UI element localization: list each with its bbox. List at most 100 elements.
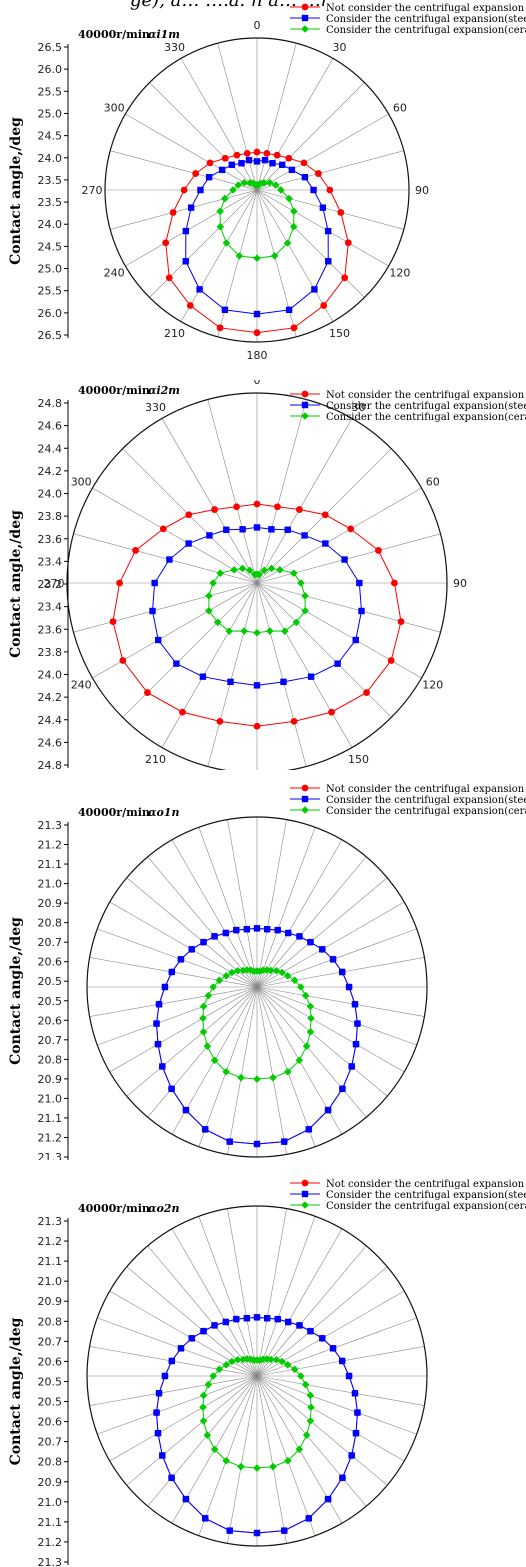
data-point-14 (339, 1474, 346, 1481)
data-point-22 (168, 1474, 175, 1481)
radial-tick-label: 24.6 (38, 736, 63, 749)
data-point-13 (221, 306, 229, 314)
data-point-18 (116, 579, 123, 587)
data-point-23 (199, 1417, 208, 1425)
grid-spoke (256, 986, 316, 1147)
data-point-1 (255, 1356, 264, 1365)
data-point-22 (223, 526, 230, 533)
data-point-25 (199, 1391, 208, 1400)
data-point-3 (260, 179, 268, 187)
data-point-22 (203, 1431, 212, 1439)
data-point-28 (215, 1365, 224, 1374)
radial-tick-label: 24.6 (38, 420, 63, 433)
data-point-23 (233, 503, 240, 511)
data-point-11 (290, 324, 298, 332)
polar-outer-circle (86, 1205, 428, 1547)
legend-label: Consider the centrifugal expansion(ceram… (326, 412, 526, 423)
grid-spoke (227, 986, 258, 1155)
data-point-16 (284, 1067, 292, 1076)
data-point-20 (159, 525, 167, 533)
data-point-26 (204, 991, 213, 1000)
data-point-19 (237, 1462, 245, 1471)
grid-spoke (256, 582, 441, 633)
data-point-1 (274, 503, 281, 511)
top-text-fragment: ge), a… ….a. n a… …r (130, 0, 330, 11)
data-point-19 (205, 173, 213, 181)
data-point-legend-0 (301, 784, 309, 792)
data-point-11 (270, 252, 279, 260)
data-point-34 (247, 966, 255, 975)
data-point-34 (233, 1315, 240, 1323)
data-point-1 (255, 570, 264, 579)
grid-spoke (256, 1375, 316, 1536)
data-point-6 (278, 1357, 286, 1366)
radial-tick-label: 20.9 (38, 1295, 63, 1308)
data-point-33 (243, 966, 251, 974)
data-point-20 (202, 1126, 209, 1133)
data-point-8 (290, 207, 298, 216)
grid-spoke (149, 82, 258, 191)
data-point-7 (329, 956, 337, 963)
radial-tick-label: 20.6 (38, 1416, 63, 1429)
data-point-12 (307, 1014, 315, 1022)
data-point-21 (228, 161, 236, 169)
radial-tick-label: 23.5 (38, 174, 63, 187)
data-point-12 (352, 1429, 360, 1437)
data-point-4 (265, 178, 274, 187)
data-point-1 (268, 526, 275, 533)
grid-spoke (180, 189, 258, 322)
data-point-26 (155, 1390, 163, 1397)
data-point-14 (196, 286, 203, 293)
data-point-22 (238, 160, 245, 167)
data-point-14 (302, 1042, 311, 1050)
data-point-18 (151, 579, 158, 587)
data-point-legend-1 (301, 1190, 309, 1198)
data-point-3 (278, 161, 286, 169)
radial-tick-label: 21.0 (38, 1092, 63, 1105)
data-point-6 (297, 579, 305, 587)
data-point-22 (203, 1042, 212, 1050)
angle-symbol-label: αo1n (148, 806, 179, 819)
polar-outer-circle (66, 392, 448, 770)
legend-label: Consider the centrifugal expansion(ceram… (326, 25, 526, 36)
legend: Not consider the centrifugal expansionCo… (290, 3, 526, 36)
grid-spoke (161, 418, 258, 584)
radial-tick-label: 21.3 (38, 1556, 63, 1567)
grid-spoke (180, 58, 258, 191)
legend-label: Consider the centrifugal expansion(steel… (326, 401, 526, 412)
data-point-19 (216, 569, 225, 577)
radial-tick-label: 20.6 (38, 1355, 63, 1368)
legend: Not consider the centrifugal expansionCo… (290, 1179, 526, 1212)
radial-tick-label: 23.8 (38, 510, 63, 523)
data-point-21 (210, 1445, 219, 1454)
data-point-34 (233, 926, 240, 934)
grid-spoke (217, 43, 258, 191)
data-point-14 (179, 708, 186, 716)
grid-spoke (97, 1317, 258, 1377)
data-point-7 (337, 209, 345, 216)
data-point-17 (109, 618, 117, 625)
data-point-20 (222, 1067, 230, 1076)
data-point-7 (283, 1361, 292, 1369)
data-point-12 (352, 1040, 360, 1048)
data-point-5 (272, 966, 281, 975)
data-point-23 (250, 570, 259, 579)
legend-label: Consider the centrifugal expansion(steel… (326, 1190, 526, 1201)
data-point-7 (358, 607, 365, 615)
data-point-14 (339, 1085, 346, 1092)
data-point-2 (259, 1355, 267, 1364)
data-point-22 (168, 1085, 175, 1092)
data-point-29 (177, 956, 185, 963)
data-point-4 (322, 540, 329, 547)
angle-tick-label: 330 (164, 41, 185, 54)
data-point-11 (266, 627, 274, 635)
data-point-10 (351, 1390, 359, 1397)
grid-spoke (256, 1216, 316, 1377)
data-point-12 (253, 329, 261, 337)
data-point-8 (324, 227, 332, 235)
data-point-2 (269, 160, 276, 167)
data-point-7 (301, 592, 309, 600)
data-point-4 (267, 966, 275, 975)
radial-tick-label: 21.2 (38, 1131, 63, 1144)
